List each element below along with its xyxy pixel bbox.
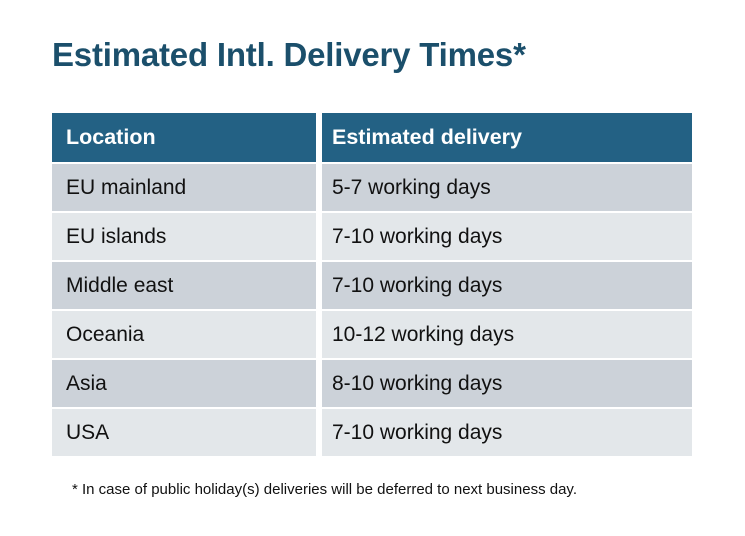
table-row: EU mainland 5-7 working days <box>52 164 692 211</box>
cell-estimated-delivery: 10-12 working days <box>322 311 692 358</box>
cell-estimated-delivery: 5-7 working days <box>322 164 692 211</box>
table-header-row: Location Estimated delivery <box>52 113 692 162</box>
page-title: Estimated Intl. Delivery Times* <box>52 36 526 73</box>
cell-location: EU islands <box>52 213 316 260</box>
table-row: Oceania 10-12 working days <box>52 311 692 358</box>
cell-location: USA <box>52 409 316 456</box>
column-header-estimated-delivery: Estimated delivery <box>322 113 692 162</box>
cell-location: Middle east <box>52 262 316 309</box>
column-header-location: Location <box>52 113 316 162</box>
cell-location: EU mainland <box>52 164 316 211</box>
cell-location: Oceania <box>52 311 316 358</box>
cell-estimated-delivery: 7-10 working days <box>322 409 692 456</box>
footnote-text: * In case of public holiday(s) deliverie… <box>72 481 577 498</box>
cell-location: Asia <box>52 360 316 407</box>
table-row: Asia 8-10 working days <box>52 360 692 407</box>
delivery-times-table: Location Estimated delivery EU mainland … <box>52 113 692 458</box>
cell-estimated-delivery: 7-10 working days <box>322 213 692 260</box>
cell-estimated-delivery: 8-10 working days <box>322 360 692 407</box>
table-row: EU islands 7-10 working days <box>52 213 692 260</box>
table-row: Middle east 7-10 working days <box>52 262 692 309</box>
cell-estimated-delivery: 7-10 working days <box>322 262 692 309</box>
table-row: USA 7-10 working days <box>52 409 692 456</box>
